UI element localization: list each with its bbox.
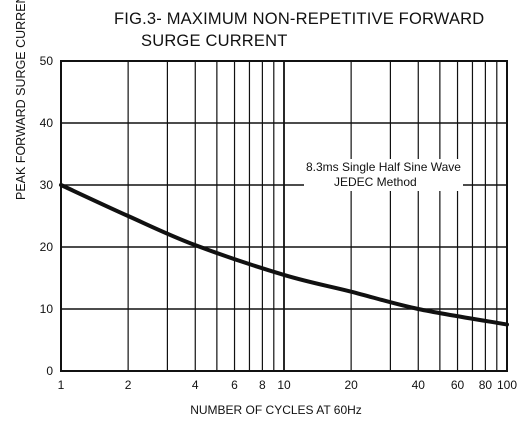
y-axis-label: PEAK FORWARD SURGE CURRENT, (A) — [14, 0, 28, 200]
x-tick-label: 10 — [277, 378, 291, 392]
x-tick-label: 40 — [412, 378, 426, 392]
annotation-line-2: JEDEC Method — [334, 175, 417, 189]
y-tick-label: 30 — [40, 178, 54, 192]
x-tick-label: 2 — [125, 378, 132, 392]
x-tick-label: 1 — [58, 378, 65, 392]
y-tick-label: 20 — [40, 240, 54, 254]
x-axis-label: NUMBER OF CYCLES AT 60Hz — [190, 403, 362, 417]
y-tick-label: 10 — [40, 302, 54, 316]
x-tick-label: 60 — [451, 378, 465, 392]
chart-title-line-2: SURGE CURRENT — [141, 32, 288, 50]
x-tick-label: 20 — [344, 378, 358, 392]
y-tick-label: 50 — [40, 54, 54, 68]
y-tick-label: 0 — [46, 364, 53, 378]
x-tick-label: 80 — [479, 378, 493, 392]
x-tick-label: 100 — [497, 378, 517, 392]
annotation-box: 8.3ms Single Half Sine Wave JEDEC Method — [304, 159, 463, 191]
x-tick-label: 8 — [259, 378, 266, 392]
chart-title-line-1: FIG.3- MAXIMUM NON-REPETITIVE FORWARD — [114, 10, 485, 28]
y-tick-label: 40 — [40, 116, 54, 130]
plot-frame — [60, 60, 508, 372]
x-tick-label: 6 — [231, 378, 238, 392]
x-tick-label: 4 — [192, 378, 199, 392]
annotation-line-1: 8.3ms Single Half Sine Wave — [306, 160, 461, 174]
surge-current-curve — [59, 183, 509, 327]
